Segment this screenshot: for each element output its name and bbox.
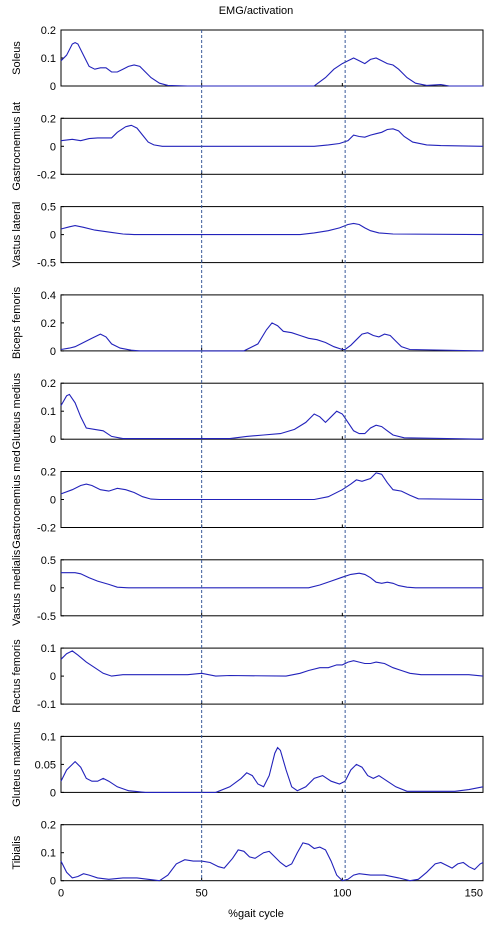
y-tick-label: 0.2 (41, 113, 56, 125)
chart-title: EMG/activation (219, 5, 294, 17)
y-tick-label: 0 (50, 346, 56, 358)
emg-series-line (60, 746, 484, 793)
y-tick-label: 0 (50, 495, 56, 507)
y-tick-label: 0.1 (41, 731, 56, 743)
y-tick-label: -0.1 (37, 699, 56, 711)
panel-gluteus-maximus: 0 0.05 0.1 Gluteus maximus (11, 721, 484, 807)
y-tick-label: 0.2 (41, 378, 56, 390)
y-tick-label: 0.1 (41, 643, 56, 655)
x-tick-label: 50 (196, 888, 208, 900)
gait-event-lines (201, 30, 346, 881)
y-axis-label: Soleus (11, 41, 23, 75)
y-tick-label: 0.05 (35, 759, 56, 771)
y-tick-label: 0.1 (41, 848, 56, 860)
x-tick-label: 100 (333, 888, 351, 900)
panel-frame (60, 824, 484, 882)
y-axis-label: Gastrocnemius lat (11, 102, 23, 191)
emg-series-line (61, 572, 483, 589)
y-axis-label: Tibialis (11, 835, 23, 869)
y-axis-label: Rectus femoris (11, 639, 23, 713)
panel-frame (60, 29, 484, 87)
panel-soleus: 0 0.1 0.2 Soleus (11, 25, 484, 93)
panel-frame (60, 382, 484, 440)
y-tick-label: 0.1 (41, 53, 56, 65)
y-axis-label: Gluteus medius (11, 372, 23, 449)
emg-series-line (60, 41, 483, 87)
y-tick-label: 0.2 (41, 467, 56, 479)
emg-series-line (60, 650, 484, 677)
y-tick-label: 0.1 (41, 406, 56, 418)
y-tick-label: 0 (50, 81, 56, 93)
y-tick-label: -0.2 (37, 523, 56, 535)
emg-series-line (60, 842, 484, 882)
y-tick-label: 0 (50, 583, 56, 595)
x-tick-label: 0 (58, 888, 64, 900)
y-tick-label: 0 (50, 671, 56, 683)
y-tick-label: 0 (50, 141, 56, 153)
y-axis-label: Biceps femoris (11, 286, 23, 359)
panel-rectus-femoris: -0.1 0 0.1 Rectus femoris (11, 639, 484, 713)
y-tick-label: 0.5 (41, 202, 56, 214)
y-tick-label: 0.2 (41, 318, 56, 330)
panel-gastrocnemius-med: -0.2 0 0.2 Gastrocnemius med (11, 450, 484, 549)
y-tick-label: 0 (50, 434, 56, 446)
y-tick-label: -0.5 (37, 611, 56, 623)
y-axis-label: Gastrocnemius med (11, 450, 23, 548)
y-tick-label: -0.5 (37, 258, 56, 270)
panel-biceps-femoris: 0 0.2 0.4 Biceps femoris (11, 286, 484, 359)
panel-gluteus-medius: 0 0.1 0.2 Gluteus medius (11, 372, 484, 449)
y-tick-label: 0.4 (41, 290, 56, 302)
y-axis-label: Gluteus maximus (11, 721, 23, 806)
x-axis-ticks: 0 50 100 150 (58, 888, 483, 900)
emg-series-line (60, 472, 484, 501)
x-tick-label: 150 (465, 888, 483, 900)
y-axis-label: Vastus medialis (11, 549, 23, 626)
y-tick-label: 0 (50, 230, 56, 242)
emg-series-line (60, 222, 484, 236)
y-tick-label: 0.2 (41, 25, 56, 37)
emg-series-line (60, 124, 484, 147)
emg-series-line (60, 322, 484, 352)
emg-series-line (60, 393, 484, 440)
panel-tibialis: 0 0.1 0.2 Tibialis (11, 820, 484, 888)
y-axis-label: Vastus lateral (11, 202, 23, 268)
panel-gastrocnemius-lat: -0.2 0 0.2 Gastrocnemius lat (11, 102, 484, 191)
y-tick-label: 0 (50, 787, 56, 799)
y-tick-label: 0 (50, 876, 56, 888)
x-axis-label: %gait cycle (228, 908, 284, 920)
panel-vastus-lateral: -0.5 0 0.5 Vastus lateral (11, 202, 484, 270)
y-tick-label: 0.5 (41, 555, 56, 567)
y-tick-label: 0.2 (41, 820, 56, 832)
y-tick-label: -0.2 (37, 169, 56, 181)
panel-vastus-medialis: -0.5 0 0.5 Vastus medialis (11, 549, 484, 626)
